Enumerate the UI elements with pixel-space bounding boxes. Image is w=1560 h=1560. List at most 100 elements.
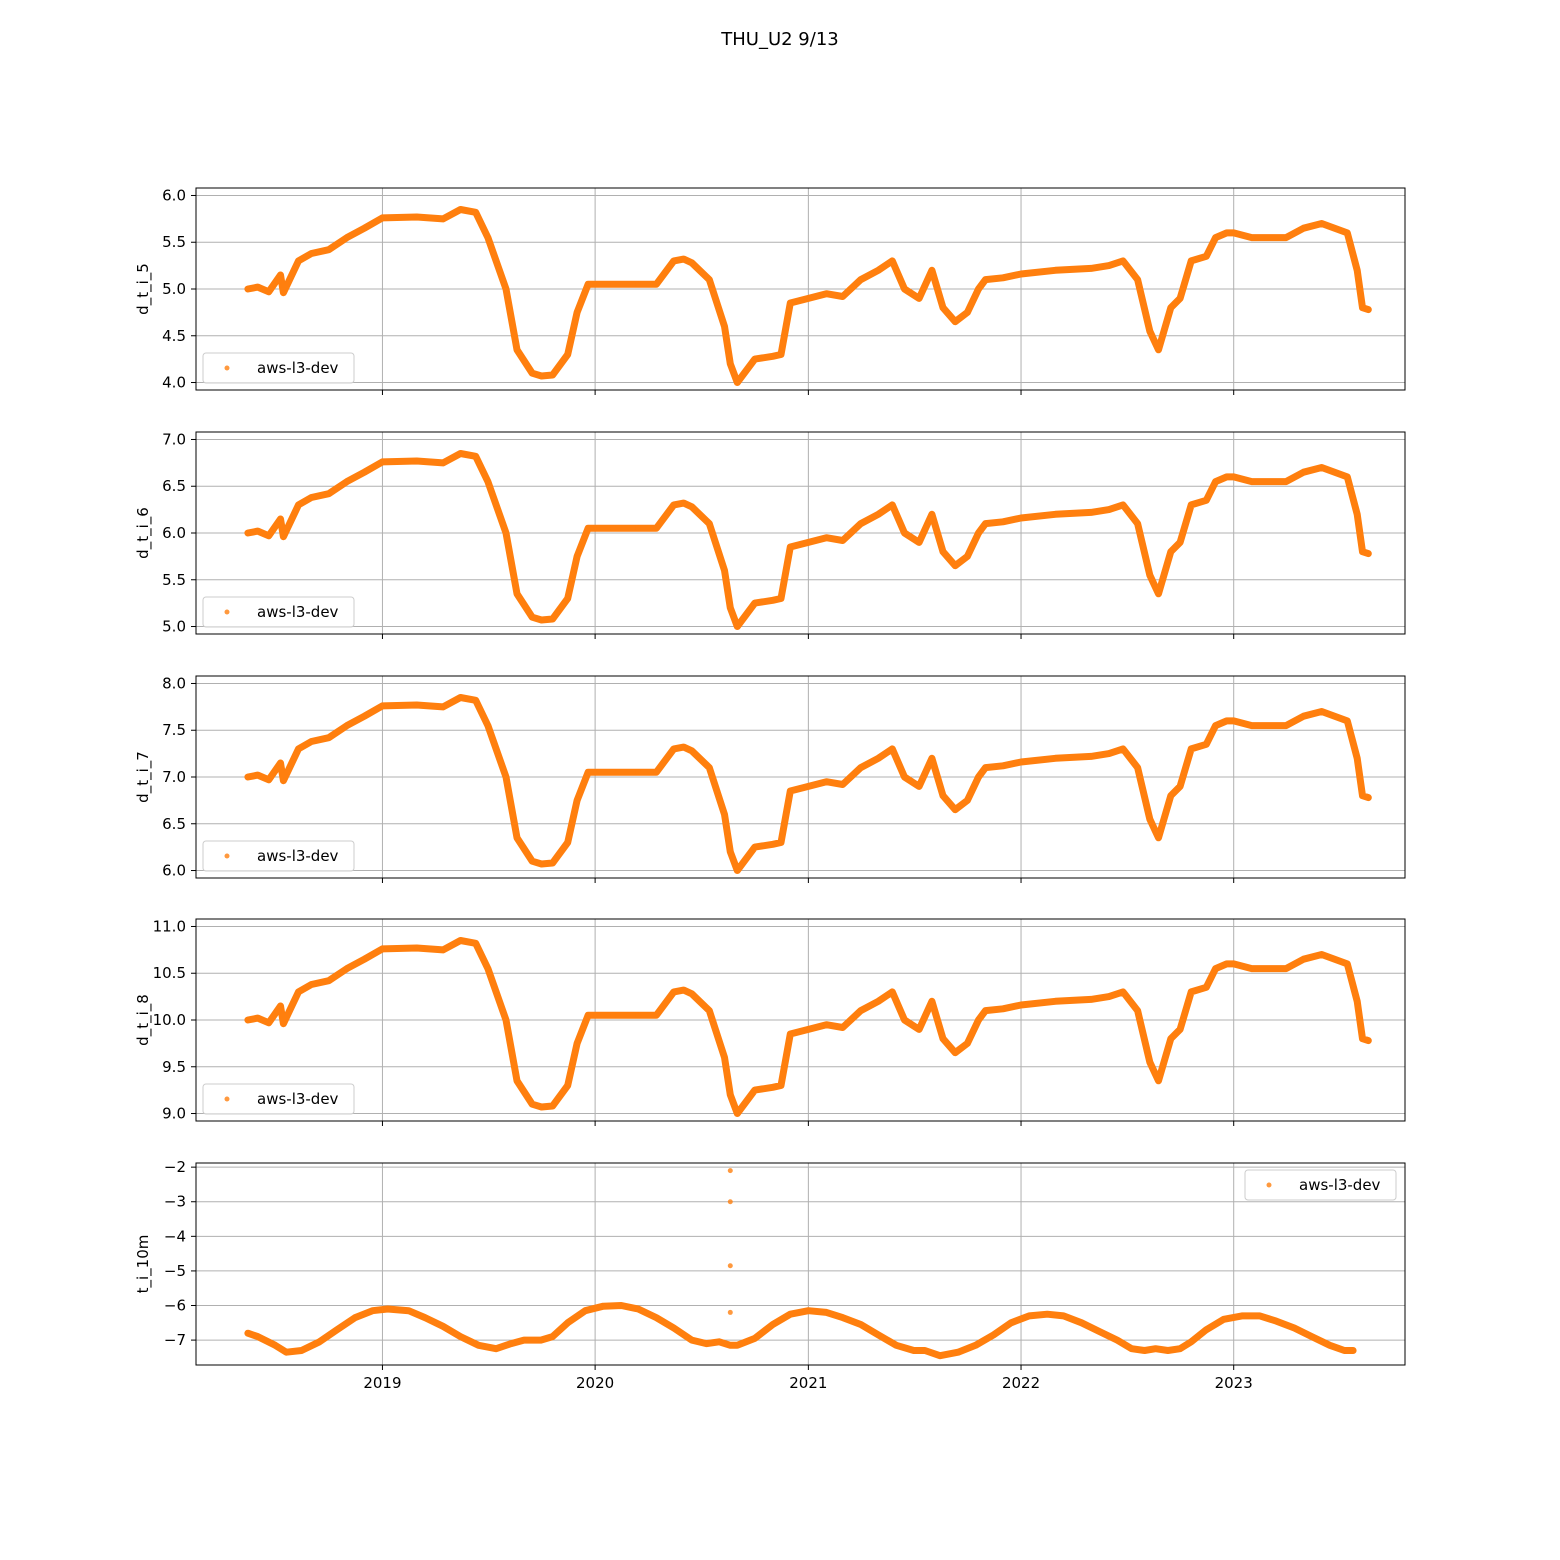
data-point (1155, 346, 1162, 353)
data-point (600, 1303, 607, 1310)
y-tick-label: 11.0 (153, 917, 186, 935)
data-point (1300, 469, 1307, 476)
grid (196, 919, 1405, 1121)
data-point (787, 544, 794, 551)
data-point (472, 940, 479, 947)
data-point (564, 1082, 571, 1089)
legend-box (202, 1083, 355, 1115)
data-point (585, 769, 592, 776)
data-point (975, 774, 982, 780)
data-point (916, 783, 923, 790)
data-point (514, 1077, 521, 1084)
subplot-4: 9.0 9.5 10.0 10.5 11.0 d_t_i_8 aws-l3-dev (134, 917, 1406, 1126)
data-point (999, 518, 1006, 525)
data-point (254, 1015, 261, 1022)
data-point (1238, 1312, 1245, 1319)
data-point (1106, 993, 1113, 1000)
data-point (823, 290, 830, 297)
data-point (680, 987, 687, 994)
data-point (1212, 478, 1219, 485)
series-band (244, 450, 1372, 630)
data-point (254, 1333, 261, 1340)
data-point (1283, 965, 1290, 972)
data-point (413, 457, 420, 464)
data-point (635, 769, 642, 776)
data-point (1044, 1311, 1051, 1318)
data-point (1248, 234, 1255, 241)
data-point (889, 501, 896, 508)
y-tick-label: −7 (164, 1331, 186, 1349)
y-axis-label: d_t_i_7 (134, 751, 153, 803)
data-point (272, 1342, 279, 1349)
data-point (787, 1031, 794, 1038)
data-point (982, 764, 989, 771)
series-aws-l3-dev (244, 206, 1372, 386)
data-point (777, 351, 784, 358)
series-aws-l3-dev (244, 1168, 1357, 1360)
y-tick-label: 5.0 (162, 280, 186, 298)
data-point (823, 1309, 830, 1316)
data-point (635, 525, 642, 532)
data-point (1146, 816, 1153, 823)
data-point (939, 548, 946, 555)
data-point (308, 981, 315, 988)
x-tick-label: 2023 (1215, 1374, 1253, 1392)
data-point (670, 745, 677, 752)
y-tick-label: 5.5 (162, 571, 186, 589)
data-point (734, 379, 741, 386)
data-point (703, 1340, 710, 1347)
data-point (244, 286, 251, 292)
x-tick-label: 2020 (576, 1374, 614, 1392)
data-point (670, 988, 677, 995)
data-point (254, 772, 261, 779)
data-point (244, 1017, 251, 1023)
y-tick-label: 6.5 (162, 477, 186, 495)
y-tick-label: 4.0 (162, 374, 186, 392)
data-point (564, 839, 571, 846)
data-point (1008, 1319, 1015, 1326)
data-point (990, 1331, 997, 1338)
subplot-3: 6.0 6.5 7.0 7.5 8.0 d_t_i_7 aws-l3-dev (134, 674, 1406, 883)
data-point (999, 274, 1006, 281)
data-point (283, 1349, 290, 1356)
data-point (777, 839, 784, 846)
data-point (889, 257, 896, 264)
subplot-grid: 4.0 4.5 5.0 5.5 6.0 d_t_i_5 aws-l3-dev 5.0 5.5 6.… (134, 186, 1406, 1392)
data-point (721, 567, 728, 574)
data-point (734, 1110, 741, 1117)
data-point (972, 1342, 979, 1349)
data-point (1134, 764, 1141, 771)
data-point (787, 300, 794, 307)
data-point (670, 501, 677, 508)
data-point (521, 1337, 528, 1344)
data-point (805, 295, 812, 302)
data-point (901, 774, 908, 780)
data-point (1167, 548, 1174, 555)
data-point (413, 701, 420, 708)
data-point (472, 453, 479, 460)
y-axis-label: t_i_10m (134, 1235, 153, 1294)
data-point (574, 797, 581, 804)
data-point (727, 604, 734, 611)
data-point (574, 309, 581, 316)
data-point (688, 503, 695, 510)
data-point (413, 944, 420, 951)
data-point (1203, 741, 1210, 748)
data-point (1087, 753, 1094, 760)
y-axis-label: d_t_i_5 (134, 263, 153, 315)
data-point (379, 945, 386, 952)
data-point (727, 1342, 734, 1349)
data-point (1177, 539, 1184, 546)
legend-box (202, 596, 355, 628)
data-point (952, 562, 959, 569)
data-point (910, 1347, 917, 1354)
data-point (964, 553, 971, 560)
data-point (635, 281, 642, 288)
data-point (937, 1352, 944, 1359)
data-point (1152, 1345, 1159, 1352)
data-point (280, 777, 287, 784)
data-point (952, 318, 959, 325)
data-point (721, 323, 728, 330)
data-point (857, 276, 864, 283)
data-point (1248, 478, 1255, 485)
